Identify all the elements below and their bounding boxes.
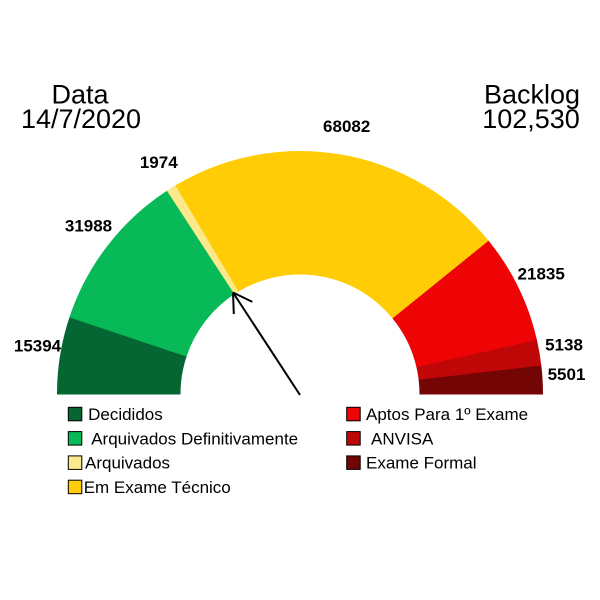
svg-text:5501: 5501: [548, 365, 586, 384]
svg-text:Decididos: Decididos: [88, 405, 163, 424]
svg-text:68082: 68082: [323, 117, 370, 136]
svg-text:Data: Data: [51, 79, 109, 109]
svg-text:Arquivados: Arquivados: [85, 454, 170, 473]
svg-text:102,530: 102,530: [482, 104, 580, 134]
svg-text:31988: 31988: [65, 217, 112, 236]
svg-text:Arquivados Definitivamente: Arquivados Definitivamente: [91, 429, 298, 448]
svg-text:Aptos Para 1º Exame: Aptos Para 1º Exame: [366, 405, 528, 424]
svg-text:14/7/2020: 14/7/2020: [21, 104, 141, 134]
svg-text:ANVISA: ANVISA: [371, 429, 434, 448]
svg-text:Exame Formal: Exame Formal: [366, 454, 477, 473]
svg-text:Backlog: Backlog: [484, 79, 580, 109]
svg-text:5138: 5138: [545, 336, 583, 355]
svg-text:Em Exame Técnico: Em Exame Técnico: [84, 478, 231, 497]
svg-text:21835: 21835: [518, 265, 565, 284]
svg-text:1974: 1974: [140, 153, 178, 172]
svg-text:15394: 15394: [14, 337, 62, 356]
